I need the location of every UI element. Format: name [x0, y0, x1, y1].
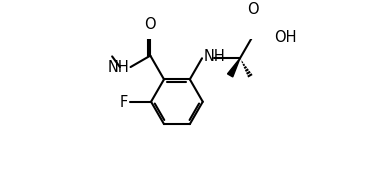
Text: NH: NH [107, 59, 129, 74]
Polygon shape [228, 58, 240, 77]
Text: OH: OH [274, 30, 297, 45]
Text: O: O [247, 2, 259, 17]
Text: NH: NH [203, 49, 225, 64]
Text: F: F [119, 95, 127, 110]
Text: O: O [145, 17, 156, 32]
